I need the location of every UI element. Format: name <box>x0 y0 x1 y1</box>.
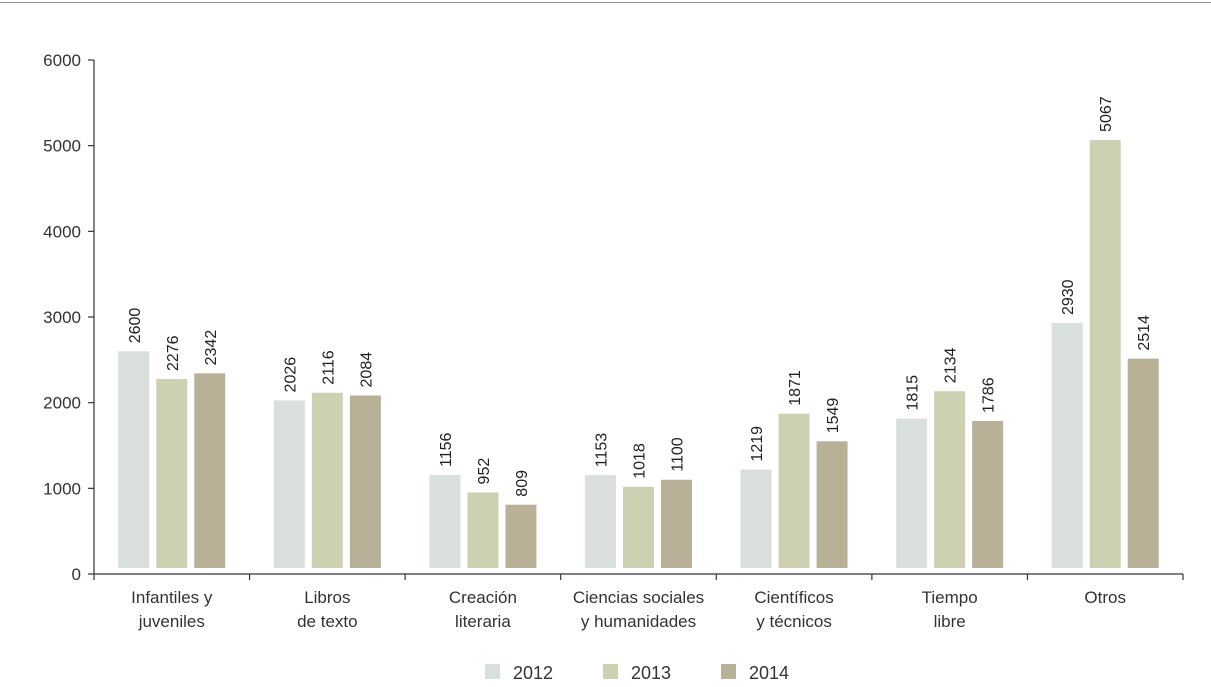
x-category-label: Infantiles y juveniles <box>131 588 213 631</box>
y-tick-label: 4000 <box>43 222 81 241</box>
bar-2013 <box>934 391 966 568</box>
bar-2014 <box>1127 358 1159 568</box>
bar-2014 <box>816 441 848 568</box>
legend-swatch-2014 <box>721 664 736 679</box>
bar-2012 <box>118 351 150 568</box>
bar-2012 <box>1051 322 1083 568</box>
value-label: 5067 <box>1098 96 1115 132</box>
bar-2013 <box>311 392 343 568</box>
value-label: 2600 <box>127 308 144 344</box>
value-label: 1871 <box>787 370 804 406</box>
chart-bars <box>118 139 1159 568</box>
bar-2014 <box>349 395 381 568</box>
bar-2012 <box>896 418 928 568</box>
y-tick-label: 0 <box>72 565 81 584</box>
bar-2014 <box>505 504 537 568</box>
value-label: 1018 <box>632 443 649 479</box>
bar-2013 <box>623 486 654 568</box>
chart-value-labels: 2600 2026 1156 1153 1219 1815 2930 2276 2116 952 1… <box>127 96 1153 496</box>
x-category-label: Libros de texto <box>297 588 358 631</box>
x-category-label: Tiempo libre <box>922 588 978 631</box>
value-label: 2514 <box>1136 315 1153 351</box>
legend-swatch-2013 <box>603 664 618 679</box>
bar-2014 <box>972 420 1004 568</box>
x-category-label: Otros <box>1084 588 1126 607</box>
bar-2013 <box>467 492 499 568</box>
value-label: 2026 <box>282 357 299 393</box>
value-label: 2342 <box>203 330 220 366</box>
bar-2012 <box>585 475 616 568</box>
bar-2012 <box>740 469 772 568</box>
value-label: 2084 <box>358 352 375 388</box>
bar-2013 <box>778 413 810 568</box>
y-tick-label: 1000 <box>43 479 81 498</box>
value-label: 2930 <box>1060 279 1077 315</box>
value-label: 1219 <box>749 426 766 462</box>
value-label: 2276 <box>165 335 182 371</box>
value-label: 1153 <box>594 433 611 468</box>
x-category-label: Ciencias sociales y humanidades <box>573 588 704 631</box>
y-tick-label: 6000 <box>43 51 81 70</box>
legend-swatch-2012 <box>485 664 500 679</box>
value-label: 1786 <box>981 377 998 413</box>
x-category-label: Creación literaria <box>449 588 517 631</box>
bar-2012 <box>273 400 305 568</box>
y-tick-label: 2000 <box>43 394 81 413</box>
bar-2014 <box>194 373 226 568</box>
bar-2014 <box>661 479 692 568</box>
value-label: 1815 <box>905 375 922 411</box>
y-tick-label: 5000 <box>43 137 81 156</box>
value-label: 1100 <box>670 437 687 472</box>
value-label: 1549 <box>825 398 842 434</box>
chart-axes: 0 1000 2000 3000 4000 5000 6000 Infantiles y juv… <box>43 51 1184 631</box>
value-label: 2134 <box>943 347 960 383</box>
chart-legend: 2012 2013 2014 <box>485 663 789 683</box>
legend-label-2013: 2013 <box>631 663 671 683</box>
legend-label-2012: 2012 <box>513 663 553 683</box>
bar-2012 <box>429 474 461 568</box>
bar-2013 <box>1089 139 1121 568</box>
value-label: 809 <box>514 470 531 497</box>
value-label: 952 <box>476 458 493 485</box>
x-category-label: Científicos y técnicos <box>754 588 833 631</box>
top-rule <box>0 2 1211 3</box>
value-label: 1156 <box>438 432 455 467</box>
y-tick-label: 3000 <box>43 308 81 327</box>
legend-label-2014: 2014 <box>749 663 789 683</box>
bar-2013 <box>156 379 188 568</box>
value-label: 2116 <box>320 350 337 385</box>
